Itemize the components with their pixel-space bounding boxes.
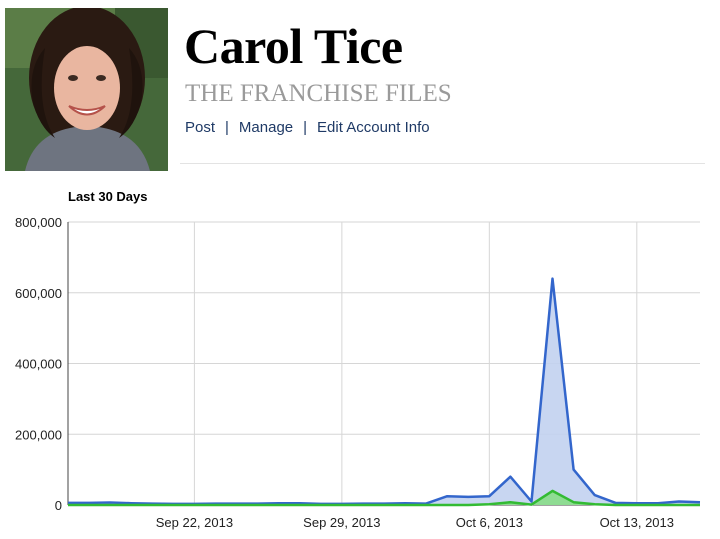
y-tick-label: 600,000 [15, 286, 62, 301]
x-tick-label: Oct 6, 2013 [456, 515, 523, 530]
author-name: Carol Tice [184, 18, 403, 74]
series-0-line [68, 277, 701, 506]
x-tick-label: Sep 29, 2013 [303, 515, 380, 530]
nav-link-edit-account-info[interactable]: Edit Account Info [317, 119, 430, 136]
blog-title: THE FRANCHISE FILES [185, 80, 452, 107]
profile-photo [5, 8, 168, 171]
nav-link-manage[interactable]: Manage [238, 119, 294, 136]
y-tick-label: 800,000 [15, 215, 62, 230]
x-tick-label: Sep 22, 2013 [156, 515, 233, 530]
y-tick-label: 400,000 [15, 357, 62, 372]
x-tick-label: Oct 13, 2013 [600, 515, 674, 530]
series-1-area [68, 490, 700, 505]
header-divider [180, 163, 705, 164]
account-nav: Post | Manage | Edit Account Info [185, 119, 430, 137]
y-tick-label: 200,000 [15, 427, 62, 442]
nav-separator: | [303, 119, 308, 136]
nav-separator: | [225, 119, 229, 136]
y-tick-label: 0 [55, 498, 62, 513]
chart-title: Last 30 Days [68, 189, 148, 204]
series-0-area [68, 278, 700, 505]
nav-link-post[interactable]: Post [185, 119, 216, 136]
